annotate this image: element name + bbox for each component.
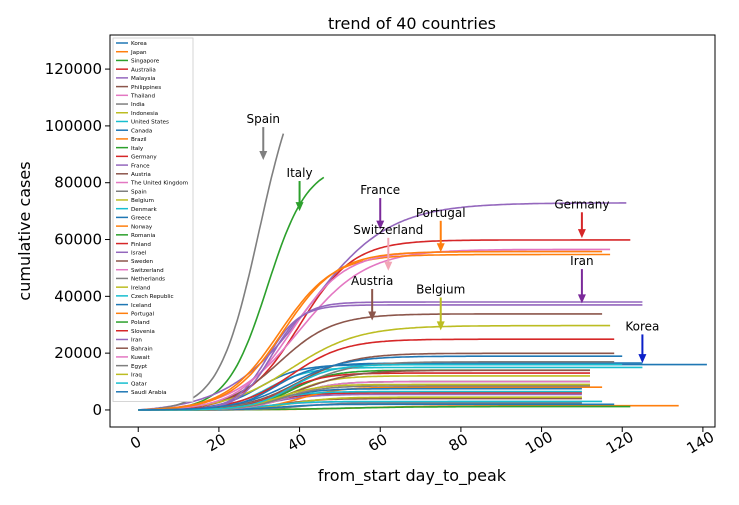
- x-tick-label: 80: [446, 430, 472, 455]
- legend-entry-brazil: Brazil: [131, 137, 147, 143]
- legend-entry-japan: Japan: [130, 50, 147, 56]
- legend-entry-malaysia: Malaysia: [131, 76, 155, 82]
- legend: Korea Japan Singapore Australia Malaysia Phil…: [112, 37, 194, 402]
- legend-entry-iraq: Iraq: [131, 373, 142, 379]
- legend-entry-switzerland: Switzerland: [131, 268, 164, 274]
- legend-entry-kuwait: Kuwait: [131, 355, 150, 361]
- annotation-label-italy: Italy: [287, 166, 313, 180]
- annotation-label-switzerland: Switzerland: [353, 223, 423, 237]
- series-line-saudi-arabia: [138, 355, 623, 411]
- y-tick-label: 0: [92, 401, 102, 419]
- annotation-label-iran: Iran: [570, 254, 593, 268]
- annotation-arrowhead-italy: [295, 202, 304, 212]
- annotation-arrowhead-switzerland: [384, 261, 393, 271]
- annotation-label-germany: Germany: [554, 197, 609, 211]
- annotation-arrowhead-belgium: [436, 321, 445, 331]
- legend-entry-finland: Finland: [131, 242, 151, 248]
- legend-entry-greece: Greece: [131, 216, 151, 222]
- series-line-france: [138, 202, 627, 411]
- annotation-arrowhead-korea: [638, 354, 647, 364]
- legend-entry-slovenia: Slovenia: [131, 329, 155, 335]
- legend-entry-qatar: Qatar: [131, 381, 147, 387]
- legend-entry-bahrain: Bahrain: [131, 346, 153, 352]
- x-axis: 0 20 40 60 80 100 120 140: [127, 427, 717, 458]
- legend-entry-indonesia: Indonesia: [131, 111, 158, 117]
- series-line-israel: [138, 304, 643, 411]
- chart-title: trend of 40 countries: [328, 14, 496, 33]
- annotation-label-austria: Austria: [351, 274, 393, 288]
- x-tick-label: 0: [127, 432, 144, 452]
- legend-entry-romania: Romania: [131, 233, 155, 239]
- y-axis: 0 20000 40000 60000 80000 100000 120000: [45, 60, 110, 419]
- series-line-spain: [138, 133, 285, 411]
- legend-entry-belgium: Belgium: [131, 198, 154, 204]
- annotation-arrowhead-austria: [368, 311, 377, 321]
- legend-entry-singapore: Singapore: [131, 59, 160, 65]
- legend-entry-ireland: Ireland: [131, 285, 151, 291]
- legend-entry-italy: Italy: [131, 146, 144, 152]
- annotation-layer: Spain Italy France Portugal Switzerland Germa…: [247, 112, 659, 364]
- legend-box: [112, 37, 194, 402]
- legend-entry-czech-republic: Czech Republic: [131, 294, 174, 300]
- legend-entry-iran: Iran: [131, 338, 142, 344]
- legend-entry-norway: Norway: [131, 224, 153, 230]
- y-tick-label: 20000: [54, 344, 102, 362]
- legend-entry-saudi-arabia: Saudi Arabia: [131, 390, 167, 396]
- y-tick-label: 80000: [54, 174, 102, 192]
- annotation-arrowhead-germany: [577, 229, 586, 239]
- y-tick-label: 40000: [54, 287, 102, 305]
- legend-entry-the-united-kingdom: The United Kingdom: [130, 181, 188, 187]
- legend-entry-france: France: [131, 163, 150, 169]
- legend-entry-india: India: [131, 102, 145, 108]
- legend-entry-united-states: United States: [131, 120, 169, 126]
- series-line-iran: [138, 301, 643, 411]
- x-tick-label: 20: [204, 430, 230, 455]
- y-tick-label: 60000: [54, 231, 102, 249]
- legend-entry-spain: Spain: [131, 189, 147, 195]
- legend-entry-austria: Austria: [131, 172, 151, 178]
- legend-entry-iceland: Iceland: [131, 303, 152, 309]
- annotation-label-portugal: Portugal: [416, 206, 466, 220]
- x-tick-label: 60: [365, 430, 391, 455]
- annotation-label-france: France: [360, 183, 400, 197]
- legend-entry-sweden: Sweden: [131, 259, 154, 265]
- legend-entry-thailand: Thailand: [130, 94, 155, 100]
- annotation-arrowhead-spain: [259, 150, 268, 160]
- x-tick-label: 100: [522, 428, 556, 458]
- legend-entry-netherlands: Netherlands: [131, 277, 165, 283]
- series-layer: [138, 133, 707, 411]
- legend-entry-canada: Canada: [131, 128, 152, 134]
- x-axis-label: from_start day_to_peak: [318, 466, 507, 486]
- plot-area-frame: [109, 34, 716, 428]
- legend-entry-australia: Australia: [131, 67, 156, 73]
- annotation-label-belgium: Belgium: [416, 282, 465, 296]
- series-line-qatar: [138, 363, 623, 411]
- annotation-label-spain: Spain: [247, 112, 281, 126]
- series-line-portugal: [138, 250, 603, 411]
- x-tick-label: 120: [603, 428, 637, 458]
- x-tick-label: 40: [284, 430, 310, 455]
- x-tick-label: 140: [683, 428, 717, 458]
- annotation-arrowhead-france: [376, 220, 385, 230]
- legend-entry-korea: Korea: [131, 41, 147, 47]
- legend-entry-israel: Israel: [131, 250, 147, 256]
- annotation-arrowhead-iran: [577, 294, 586, 304]
- series-line-belgium: [138, 324, 611, 411]
- legend-entry-germany: Germany: [131, 155, 157, 161]
- legend-entry-portugal: Portugal: [131, 312, 155, 318]
- legend-entry-denmark: Denmark: [131, 207, 157, 213]
- annotation-label-korea: Korea: [625, 319, 659, 333]
- y-tick-label: 100000: [45, 117, 102, 135]
- y-tick-label: 120000: [45, 60, 102, 78]
- legend-entry-poland: Poland: [131, 320, 150, 326]
- legend-entry-philippines: Philippines: [131, 85, 161, 91]
- legend-entry-egypt: Egypt: [131, 364, 148, 370]
- annotation-arrowhead-portugal: [436, 243, 445, 253]
- y-axis-label: cumulative cases: [15, 161, 34, 300]
